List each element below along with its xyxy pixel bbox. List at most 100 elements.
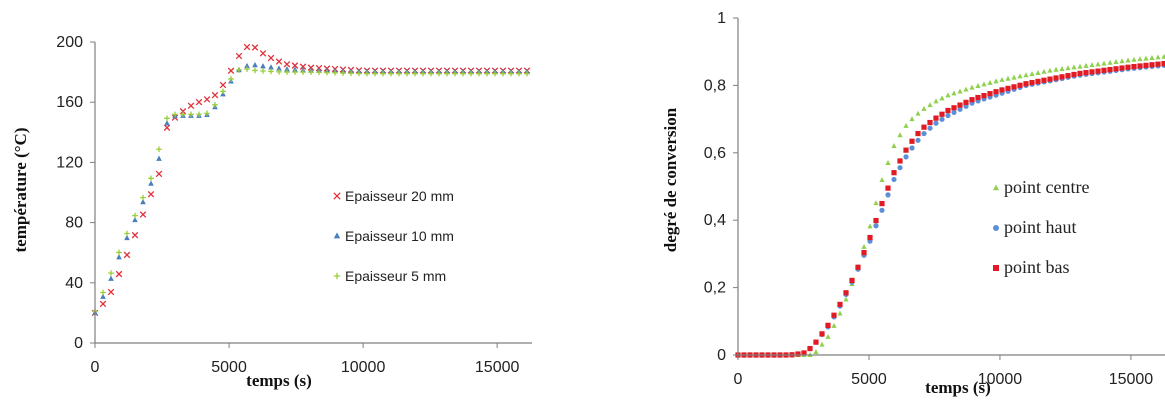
data-point <box>981 81 987 87</box>
data-point <box>1113 66 1119 72</box>
data-point <box>915 130 921 137</box>
data-point <box>275 58 283 65</box>
y-tick-label: 200 <box>56 34 83 51</box>
data-point <box>227 67 235 75</box>
temperature-legend: Epaisseur 20 mm Epaisseur 10 mm Epaisseur … <box>333 188 454 284</box>
data-point <box>1095 68 1101 74</box>
data-point <box>1077 63 1083 69</box>
data-point <box>140 198 146 205</box>
data-point <box>819 331 825 337</box>
data-point <box>933 115 939 121</box>
data-point <box>1011 74 1017 80</box>
data-point <box>164 115 170 122</box>
data-point <box>116 249 122 256</box>
data-point <box>813 339 819 345</box>
data-point <box>1107 59 1113 65</box>
data-point <box>1125 64 1131 70</box>
y-tick-label: 40 <box>65 275 83 292</box>
y-tick-label: 120 <box>56 154 83 171</box>
data-point <box>195 98 203 106</box>
data-point <box>283 60 291 68</box>
temperature-chart: 0 40 80 120 160 200 0 5000 10000 15000 temps (s)… <box>11 34 532 390</box>
data-point <box>132 216 138 223</box>
data-point <box>951 109 957 116</box>
data-point <box>172 111 178 118</box>
data-point <box>108 270 114 276</box>
x-tick-label: 15000 <box>1109 371 1154 388</box>
data-point <box>1041 68 1047 74</box>
data-point <box>132 212 138 219</box>
conversion-x-axis-title: temps (s) <box>925 378 991 397</box>
data-point <box>1149 62 1155 68</box>
data-point <box>909 138 915 144</box>
data-point <box>873 200 879 206</box>
data-point <box>1137 56 1143 62</box>
x-tick-label: 0 <box>734 371 743 388</box>
data-point <box>831 312 837 318</box>
data-point <box>921 124 927 130</box>
data-point <box>981 92 987 99</box>
data-point <box>903 154 909 160</box>
data-point <box>1053 66 1059 72</box>
data-point <box>795 351 801 357</box>
data-point <box>957 102 963 108</box>
data-point <box>356 70 362 77</box>
data-point <box>801 350 807 356</box>
data-point <box>268 68 274 75</box>
data-point <box>332 70 338 76</box>
data-point <box>1155 61 1161 67</box>
data-point <box>444 70 450 77</box>
data-point <box>260 68 266 74</box>
data-point <box>903 122 909 128</box>
data-point <box>299 63 307 70</box>
data-point <box>1047 76 1053 82</box>
data-point <box>927 119 933 126</box>
temperature-series-0 <box>91 43 531 317</box>
data-point <box>1029 79 1035 86</box>
data-point <box>492 70 498 77</box>
data-point <box>855 264 861 270</box>
data-point <box>999 76 1005 82</box>
data-point <box>921 105 927 111</box>
y-tick-label: 0,2 <box>704 280 726 297</box>
data-point <box>148 180 154 186</box>
data-point <box>139 211 147 218</box>
data-point <box>1077 70 1083 77</box>
temperature-x-axis-title: temps (s) <box>246 371 312 390</box>
conversion-chart-marks <box>735 53 1165 358</box>
legend-marker <box>993 265 999 271</box>
conversion-series-0 <box>735 53 1165 357</box>
data-point <box>819 341 825 347</box>
data-point <box>1029 71 1035 77</box>
data-point <box>436 70 442 77</box>
data-point <box>945 112 951 119</box>
data-point <box>1053 75 1059 81</box>
data-point <box>388 70 394 77</box>
data-point <box>243 43 251 51</box>
data-point <box>188 111 194 118</box>
data-point <box>204 110 210 117</box>
x-tick-label: 0 <box>91 359 100 376</box>
data-point <box>100 293 106 299</box>
data-point <box>364 70 370 77</box>
data-point <box>1083 62 1089 68</box>
data-point <box>396 70 402 77</box>
data-point <box>412 70 418 77</box>
data-point <box>1035 78 1041 85</box>
data-point <box>957 106 963 112</box>
data-point <box>267 54 275 62</box>
data-point <box>259 50 267 57</box>
data-point <box>867 223 873 229</box>
data-point <box>236 67 242 73</box>
data-point <box>116 254 122 260</box>
data-point <box>244 62 250 69</box>
data-point <box>212 101 218 108</box>
data-point <box>1149 55 1155 60</box>
data-point <box>1071 64 1077 70</box>
data-point <box>1065 73 1071 79</box>
data-point <box>849 277 855 284</box>
data-point <box>1065 65 1071 71</box>
data-point <box>500 70 506 77</box>
data-point <box>187 102 195 110</box>
data-point <box>1101 60 1107 66</box>
